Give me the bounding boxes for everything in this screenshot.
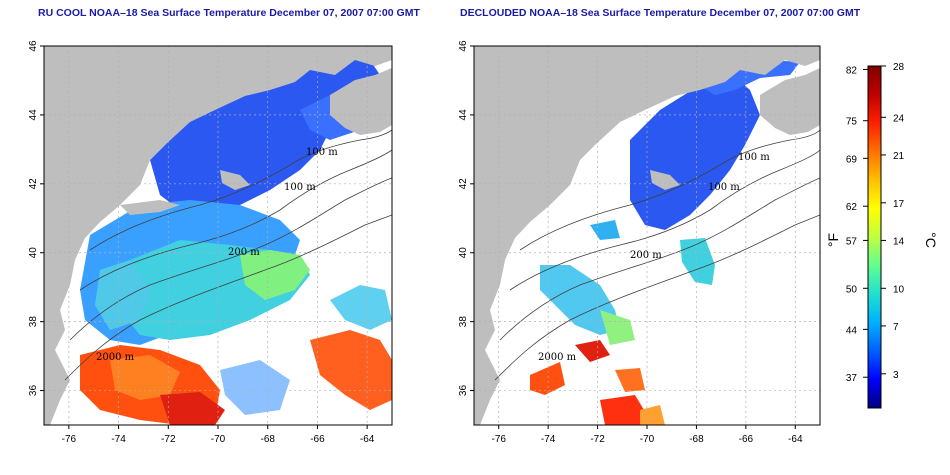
sst-west-cyan <box>540 265 620 335</box>
y-tick-label: 44 <box>28 109 39 121</box>
fahrenheit-unit-label: °F <box>825 233 841 247</box>
land-left <box>44 46 392 425</box>
fahrenheit-tick-label: 82 <box>846 65 858 76</box>
right-map-ticks: -76 -74 -72 -70 -68 -66 -64 46 44 42 40 38 36 <box>458 40 803 445</box>
contour-label: 100 m <box>284 182 316 193</box>
contour-label: 100 m <box>708 182 740 193</box>
sst-blue-speckle <box>220 360 290 415</box>
sst-warm-3 <box>600 395 650 425</box>
contour-deep <box>64 214 392 381</box>
land-nova-scotia <box>760 68 820 135</box>
lat-lon-grid <box>44 46 392 425</box>
x-tick-label: -76 <box>491 434 506 445</box>
right-sst-map: 200 m 100 m 100 m 2000 m -76 -74 -72 -70 -68… <box>458 40 821 445</box>
contour-200m <box>79 149 392 291</box>
sst-east-cyan <box>680 238 715 285</box>
sst-cyan-west <box>95 260 150 330</box>
y-tick-label: 38 <box>28 316 39 328</box>
fahrenheit-tick-label: 62 <box>846 202 858 213</box>
contour-label: 200 m <box>228 247 260 258</box>
sst-gulf-of-maine <box>630 72 760 230</box>
sst-warm-south-2 <box>110 355 180 400</box>
sst-warm-east <box>310 330 392 410</box>
contour-label: 200 m <box>630 250 662 261</box>
y-tick-label: 40 <box>28 247 39 259</box>
celsius-tick-label: 7 <box>893 322 899 333</box>
sst-green <box>600 310 635 345</box>
sst-warm-2 <box>575 340 610 362</box>
y-tick-label: 40 <box>458 247 469 259</box>
x-tick-label: -64 <box>788 434 803 445</box>
sst-east-cyan <box>330 285 392 330</box>
contour-label: 2000 m <box>538 352 577 363</box>
celsius-tick-label: 17 <box>893 199 905 210</box>
y-tick-label: 36 <box>458 385 469 397</box>
bathymetry-contours <box>494 129 820 381</box>
fahrenheit-tick-label: 50 <box>846 284 858 295</box>
contour-label: 2000 m <box>96 352 135 363</box>
sst-warm-south-3 <box>160 392 225 425</box>
contour-100m <box>89 129 392 251</box>
contour-label: 100 m <box>738 152 770 163</box>
contour-deep <box>494 214 820 381</box>
x-tick-label: -72 <box>161 434 176 445</box>
left-map-ticks: -76 -74 -72 -70 -68 -66 -64 46 44 42 40 38 36 <box>28 40 375 445</box>
bathymetry-contours <box>64 129 392 381</box>
x-tick-label: -70 <box>211 434 226 445</box>
celsius-tick-label: 3 <box>893 370 899 381</box>
sst-warm-4 <box>615 368 645 392</box>
contour-2000m <box>69 177 392 341</box>
lat-lon-grid <box>474 46 820 425</box>
celsius-tick-label: 28 <box>893 62 905 73</box>
contour-100m <box>519 129 820 251</box>
celsius-tick-label: 14 <box>893 236 905 247</box>
x-tick-label: -76 <box>62 434 77 445</box>
land-cape-cod <box>650 170 680 190</box>
contour-200m <box>509 149 820 291</box>
x-tick-label: -70 <box>640 434 655 445</box>
y-tick-label: 42 <box>458 178 469 190</box>
temperature-colorbar: 82 75 69 62 57 50 44 37 28 24 21 17 14 10 7 3 °F °C <box>825 62 939 409</box>
land-nova-scotia <box>330 68 392 135</box>
x-tick-label: -74 <box>541 434 556 445</box>
sst-small-cyan <box>590 220 620 240</box>
y-tick-label: 44 <box>458 109 469 121</box>
sst-gulf-of-maine <box>150 52 380 215</box>
celsius-tick-label: 10 <box>893 284 905 295</box>
right-map-title: DECLOUDED NOAA–18 Sea Surface Temperatur… <box>460 7 861 19</box>
contour-label: 100 m <box>306 147 338 158</box>
colorbar-ticks: 82 75 69 62 57 50 44 37 28 24 21 17 14 10 7 3 <box>846 62 905 384</box>
y-tick-label: 46 <box>458 40 469 52</box>
land-cape-cod <box>220 170 250 190</box>
x-tick-label: -72 <box>590 434 605 445</box>
colorbar-scale <box>867 65 882 409</box>
sst-warm-5 <box>640 405 665 425</box>
celsius-unit-label: °C <box>923 232 939 248</box>
y-tick-label: 36 <box>28 385 39 397</box>
x-tick-label: -68 <box>689 434 704 445</box>
land-long-island <box>120 200 180 215</box>
fahrenheit-tick-label: 57 <box>846 236 858 247</box>
y-tick-label: 42 <box>28 178 39 190</box>
fahrenheit-tick-label: 69 <box>846 154 858 165</box>
x-tick-label: -64 <box>360 434 375 445</box>
left-map-title: RU COOL NOAA–18 Sea Surface Temperature … <box>38 7 420 19</box>
fahrenheit-tick-label: 75 <box>846 117 858 128</box>
sst-warm-1 <box>530 362 565 395</box>
land-right <box>474 46 820 425</box>
celsius-tick-label: 24 <box>893 113 905 124</box>
sst-green-patch <box>240 250 310 300</box>
celsius-tick-label: 21 <box>893 151 905 162</box>
left-sst-map: 200 m 100 m 100 m 2000 m -76 -74 -72 -70 -68… <box>28 40 393 445</box>
contour-2000m <box>499 177 820 341</box>
x-tick-label: -74 <box>111 434 126 445</box>
x-tick-label: -68 <box>260 434 275 445</box>
y-tick-label: 38 <box>458 316 469 328</box>
fahrenheit-tick-label: 37 <box>846 373 858 384</box>
x-tick-label: -66 <box>310 434 325 445</box>
fahrenheit-tick-label: 44 <box>846 325 858 336</box>
y-tick-label: 46 <box>28 40 39 52</box>
x-tick-label: -66 <box>739 434 754 445</box>
